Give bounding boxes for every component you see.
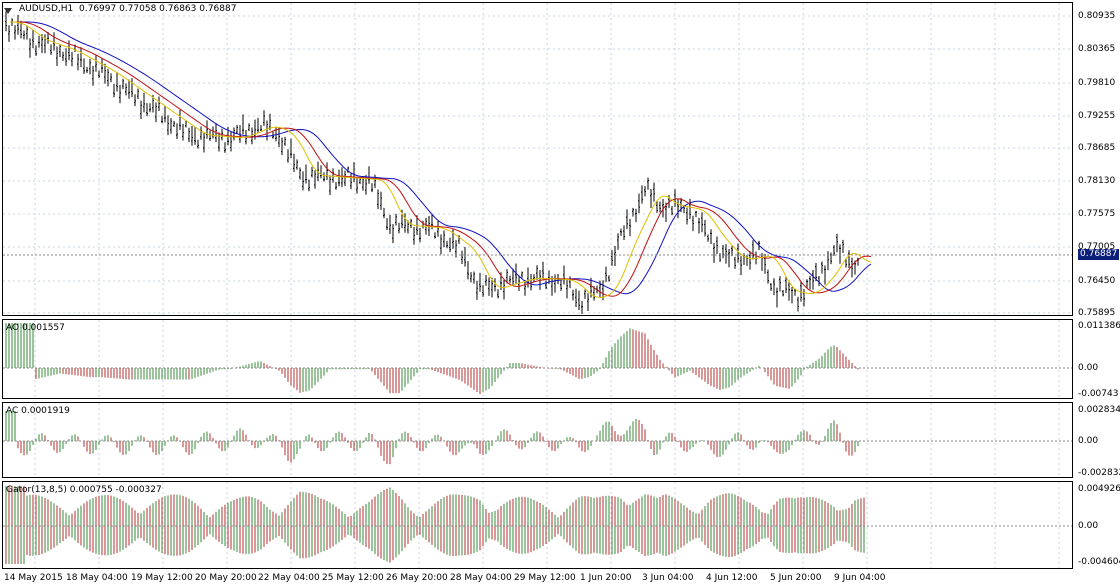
gator-scale-label: 0.00: [1078, 521, 1099, 531]
price-label: 0.75895: [1078, 308, 1116, 318]
price-label: 0.80365: [1078, 44, 1116, 54]
symbol-name: AUDUSD,H1: [19, 4, 74, 14]
ao-histogram: [5, 323, 859, 394]
gator-scale-label: -0.004604: [1078, 557, 1120, 567]
time-label: 4 Jun 12:00: [706, 573, 758, 583]
price-label: 0.78685: [1078, 143, 1116, 153]
main-panel[interactable]: [2, 2, 1073, 316]
time-label: 20 May 20:00: [195, 573, 257, 583]
time-label: 1 Jun 20:00: [580, 573, 632, 583]
ac-scale-label: 0.002834: [1078, 405, 1120, 415]
symbol-label: AUDUSD,H1 0.76997 0.77058 0.76863 0.7688…: [19, 4, 236, 15]
alligator-lips-line: [10, 21, 872, 299]
alligator-jaw-line: [10, 21, 872, 295]
ao-scale-label: 0.00: [1078, 363, 1099, 373]
ac-histogram: [5, 411, 859, 465]
price-label: 0.80935: [1078, 11, 1116, 21]
time-label: 18 May 04:00: [66, 573, 128, 583]
ao-scale-label: 0.011386: [1078, 321, 1120, 331]
time-label: 22 May 04:00: [258, 573, 320, 583]
ao-title: AO 0.001557: [6, 323, 65, 333]
ac-scale-label: 0.00: [1078, 436, 1099, 446]
ao-panel[interactable]: [2, 319, 1073, 399]
ohlc-values: 0.76997 0.77058 0.76863 0.76887: [79, 4, 237, 14]
time-label: 25 May 12:00: [322, 573, 384, 583]
current-price-badge: 0.76887: [1078, 249, 1120, 260]
gator-title: Gator(13,8,5) 0.000755 -0.000327: [6, 485, 162, 495]
price-label: 0.77575: [1078, 209, 1116, 219]
alligator-lines: [10, 21, 872, 299]
gator-histogram: [5, 486, 865, 564]
time-label: 3 Jun 04:00: [642, 573, 694, 583]
time-label: 26 May 20:00: [386, 573, 448, 583]
chart-shift-marker-icon[interactable]: [4, 8, 12, 14]
time-label: 14 May 2015: [4, 573, 63, 583]
price-label: 0.79810: [1078, 78, 1116, 88]
price-bars: [5, 11, 859, 314]
ac-title: AC 0.0001919: [6, 406, 70, 416]
alligator-teeth-line: [10, 21, 872, 297]
time-label: 28 May 04:00: [450, 573, 512, 583]
price-label: 0.78130: [1078, 176, 1116, 186]
gator-scale-label: 0.004926: [1078, 484, 1120, 494]
price-label: 0.79255: [1078, 111, 1116, 121]
time-label: 5 Jun 20:00: [770, 573, 822, 583]
time-label: 29 May 12:00: [514, 573, 576, 583]
ac-scale-label: -0.002832: [1078, 468, 1120, 478]
price-label: 0.77005: [1078, 242, 1116, 252]
time-label: 9 Jun 04:00: [834, 573, 886, 583]
time-label: 19 May 12:00: [131, 573, 193, 583]
price-label: 0.76450: [1078, 276, 1116, 286]
ao-scale-label: -0.00743: [1078, 389, 1119, 399]
